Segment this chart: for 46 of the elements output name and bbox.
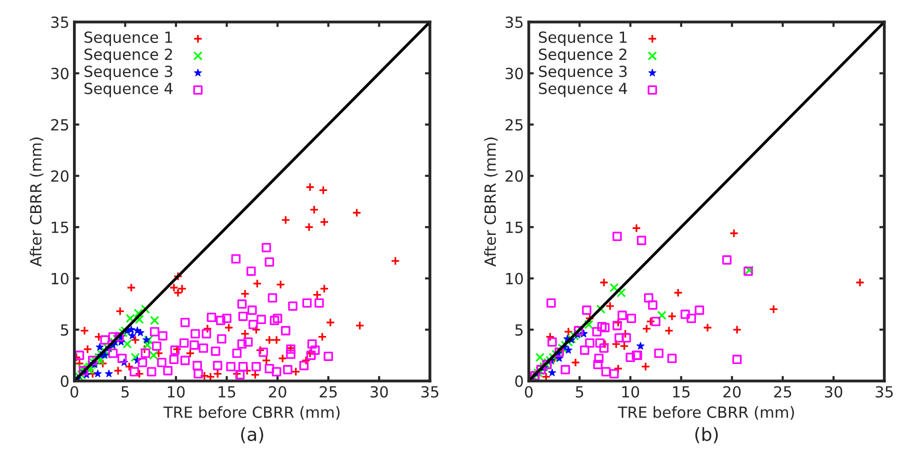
legend-label: Sequence 2 — [84, 48, 172, 64]
x-tick-label: 15 — [673, 386, 690, 398]
y-tick-label: 0 — [515, 375, 523, 387]
y-tick-label: 20 — [506, 170, 523, 182]
y-tick-label: 10 — [52, 272, 68, 284]
legend-label: Sequence 2 — [538, 48, 626, 64]
x-tick-label: 20 — [723, 386, 741, 398]
y-tick-label: 25 — [506, 119, 523, 131]
legend-label: Sequence 3 — [538, 66, 627, 80]
y-tick-label: 25 — [51, 119, 68, 131]
x-axis-title: TRE before CBRR (mm) — [618, 406, 794, 420]
x-tick-label: 15 — [218, 386, 236, 398]
y-tick-label: 35 — [51, 16, 68, 28]
y-tick-label: 20 — [51, 170, 68, 182]
y-tick-label: 15 — [506, 222, 523, 234]
x-tick-label: 30 — [824, 386, 842, 398]
x-tick-label: 35 — [876, 386, 893, 398]
legend-label: Sequence 1 — [84, 31, 172, 46]
x-tick-label: 0 — [524, 386, 533, 398]
y-tick-label: 30 — [506, 68, 523, 80]
y-tick-label: 5 — [60, 324, 68, 336]
y-tick-label: 5 — [515, 324, 523, 336]
x-tick-label: 5 — [121, 386, 129, 398]
legend-label: Sequence 3 — [84, 66, 172, 80]
y-axis-title: After CBRR (mm) — [484, 138, 498, 267]
x-tick-label: 10 — [622, 386, 640, 398]
x-tick-label: 10 — [168, 386, 185, 398]
y-axis-title: After CBRR (mm) — [30, 138, 44, 267]
x-tick-label: 0 — [70, 386, 78, 398]
text: (a) — [241, 427, 264, 444]
legend-label: Sequence 1 — [538, 31, 626, 46]
x-tick-label: 30 — [370, 386, 388, 398]
x-tick-label: 25 — [320, 386, 337, 398]
x-tick-label: 35 — [421, 386, 438, 398]
y-tick-label: 35 — [506, 16, 523, 28]
x-tick-label: 5 — [576, 386, 584, 398]
x-tick-label: 25 — [774, 386, 792, 398]
y-tick-label: 15 — [52, 222, 68, 234]
y-tick-label: 0 — [60, 375, 68, 387]
y-tick-label: 10 — [506, 272, 523, 284]
y-tick-label: 30 — [51, 68, 68, 80]
legend-label: Sequence 4 — [538, 82, 628, 98]
x-axis-title: TRE before CBRR (mm) — [163, 406, 340, 420]
legend-label: Sequence 4 — [84, 82, 173, 98]
x-tick-label: 20 — [268, 386, 286, 398]
text: (b) — [695, 427, 718, 444]
